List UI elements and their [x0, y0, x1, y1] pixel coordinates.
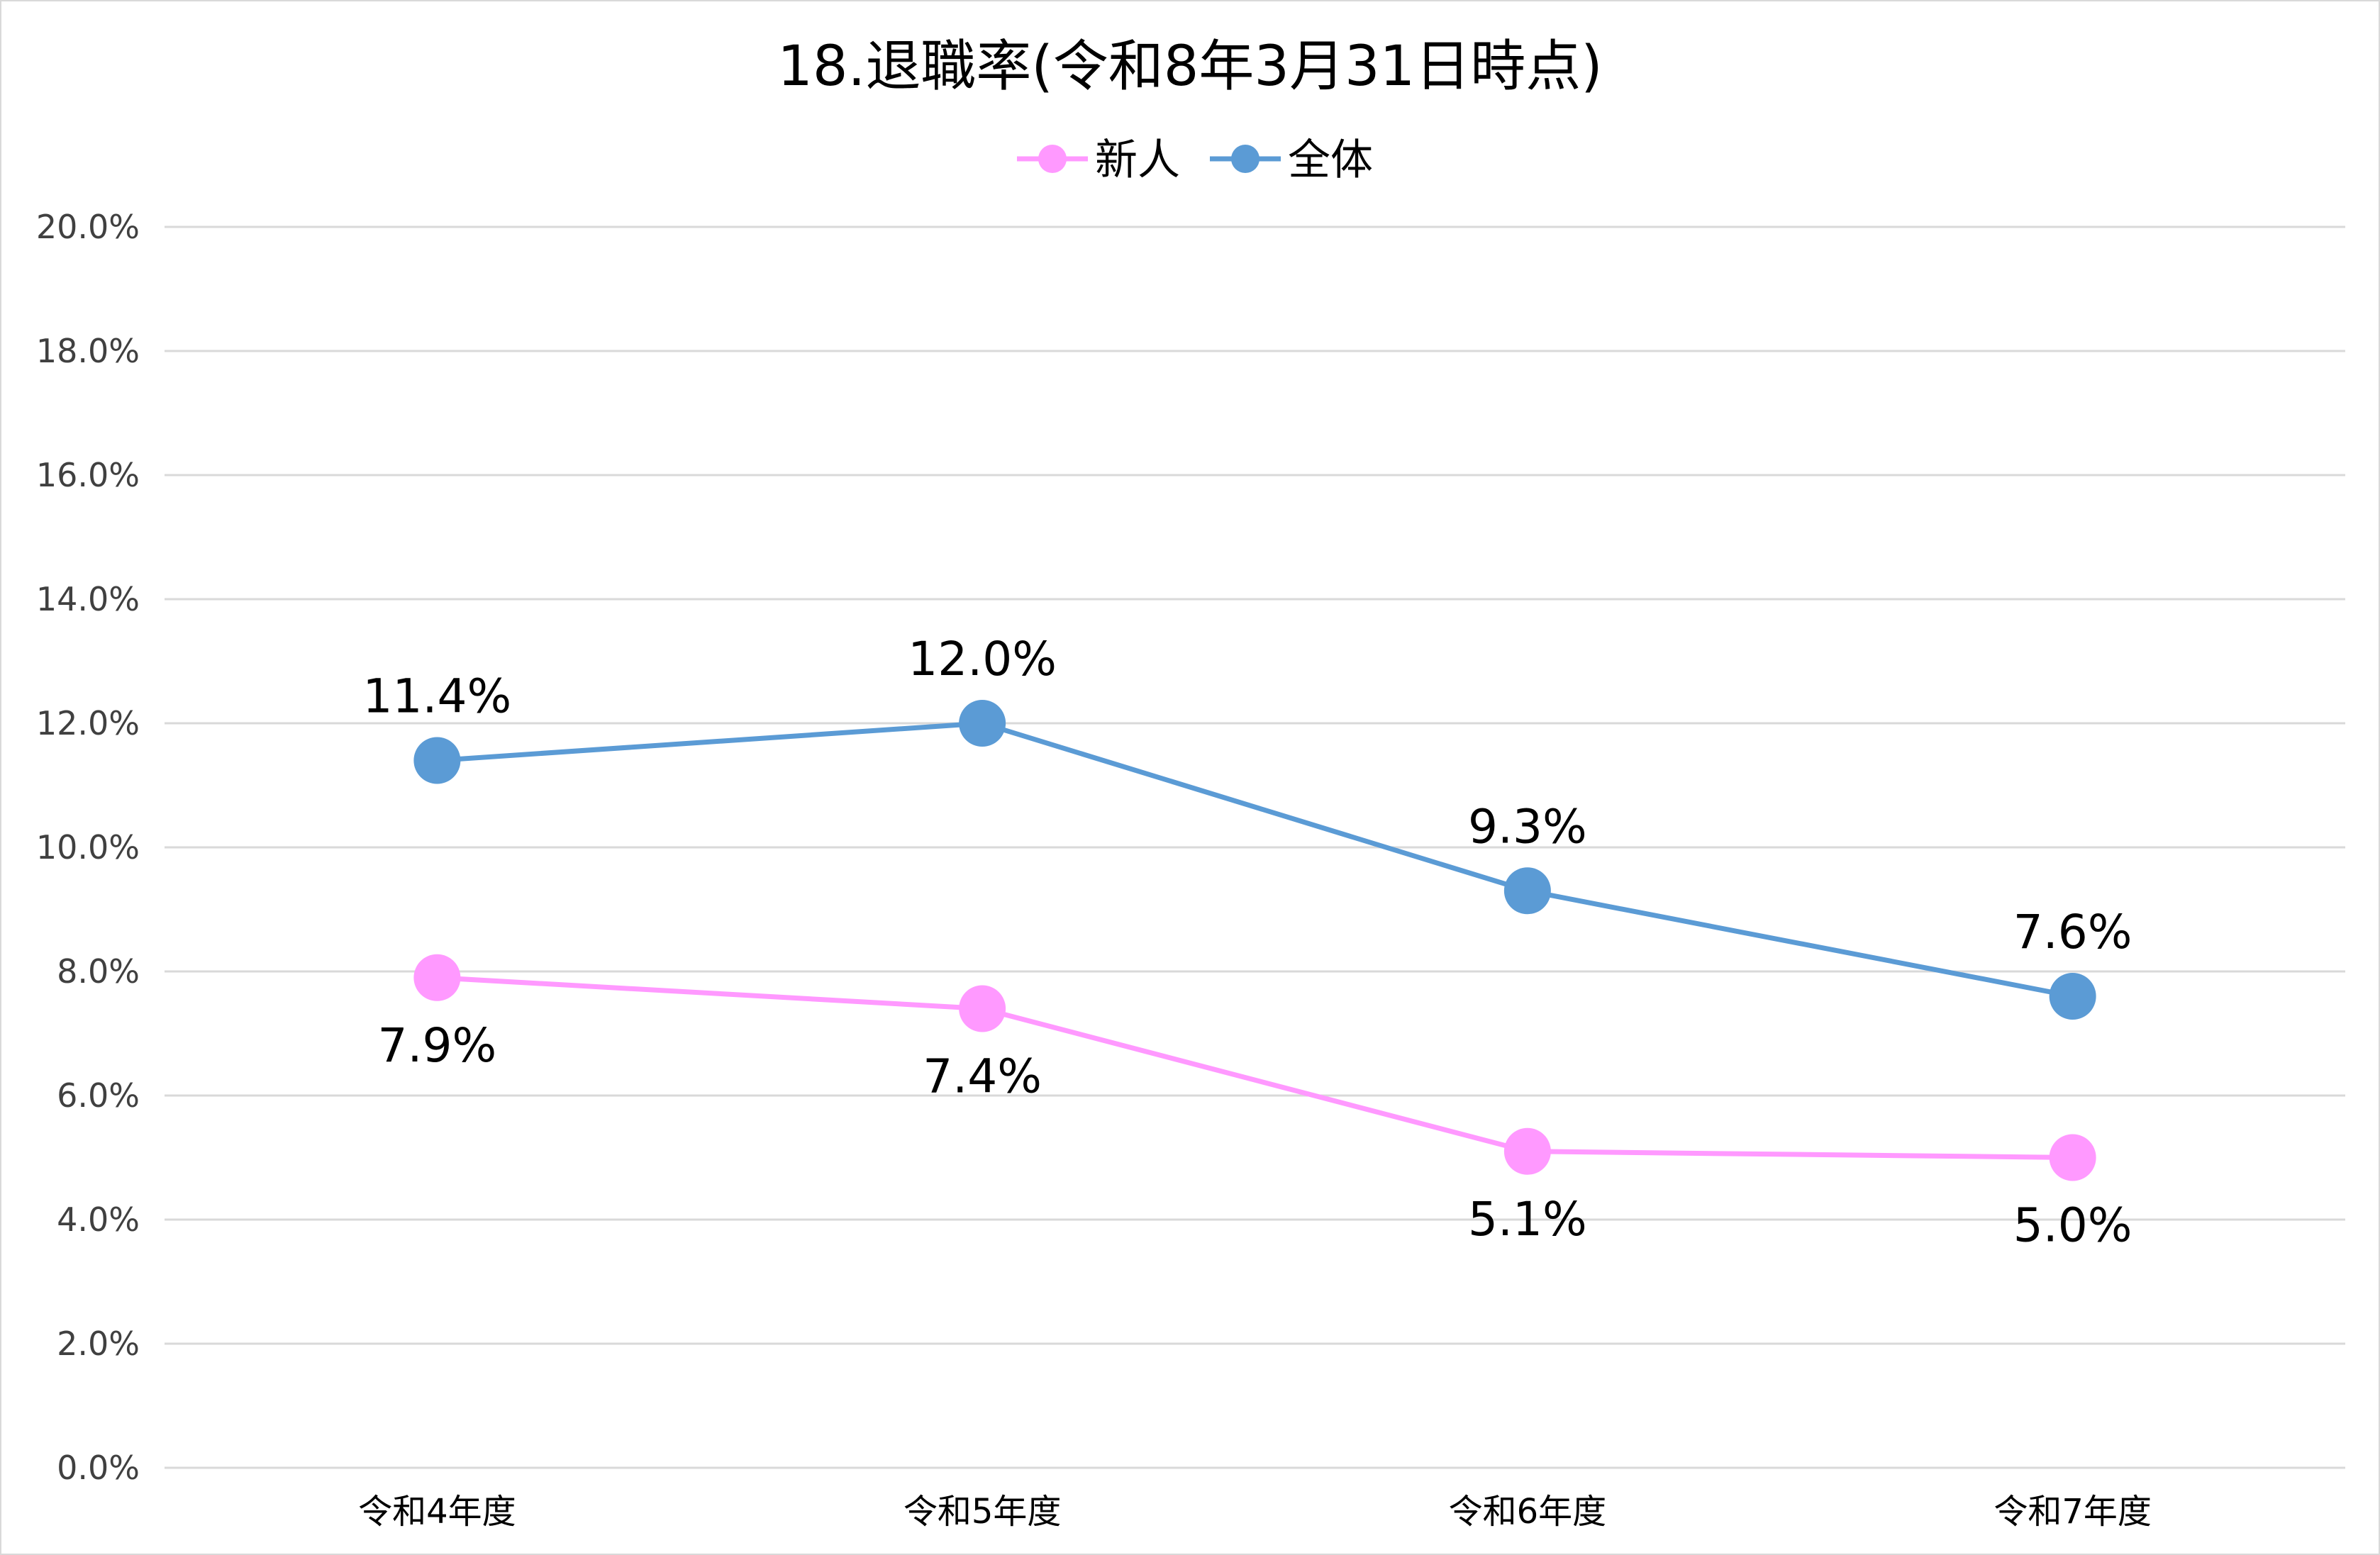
- legend-marker-1: [1231, 145, 1259, 173]
- legend-marker-0: [1038, 145, 1067, 173]
- data-label: 7.6%: [2013, 905, 2132, 959]
- y-tick-label: 12.0%: [36, 704, 140, 742]
- y-tick-label: 16.0%: [36, 456, 140, 494]
- data-label: 5.1%: [1468, 1192, 1587, 1247]
- x-tick-label: 令和4年度: [358, 1492, 516, 1532]
- y-tick-label: 20.0%: [36, 208, 140, 246]
- data-label: 12.0%: [908, 632, 1057, 686]
- x-tick-label: 令和5年度: [903, 1492, 1062, 1532]
- data-point-1: [959, 700, 1006, 747]
- series-line-1: [437, 720, 2074, 999]
- grid: [165, 225, 2345, 1469]
- data-point-1: [413, 737, 461, 784]
- y-tick-label: 2.0%: [57, 1325, 140, 1363]
- series-line-0: [437, 975, 2073, 1160]
- x-axis-ticks: 令和4年度 令和5年度 令和6年度 令和7年度: [358, 1492, 2152, 1532]
- data-point-0: [413, 954, 461, 1001]
- x-tick-label: 令和7年度: [1993, 1492, 2152, 1532]
- x-tick-label: 令和6年度: [1449, 1492, 1607, 1532]
- data-label: 11.4%: [363, 669, 512, 724]
- y-tick-label: 18.0%: [36, 332, 140, 370]
- chart-title: 18.退職率(令和8年3月31日時点): [777, 35, 1602, 99]
- data-label: 7.9%: [378, 1018, 497, 1073]
- legend: 新人 全体: [1017, 135, 1373, 185]
- data-label: 7.4%: [923, 1049, 1042, 1104]
- data-label: 9.3%: [1468, 799, 1587, 854]
- legend-label-1: 全体: [1288, 135, 1373, 185]
- legend-label-0: 新人: [1095, 135, 1180, 185]
- series-layer: [413, 700, 2096, 1181]
- y-tick-label: 4.0%: [57, 1200, 140, 1239]
- data-point-1: [2049, 973, 2096, 1020]
- y-tick-label: 8.0%: [57, 952, 140, 991]
- y-tick-label: 14.0%: [36, 580, 140, 618]
- y-tick-label: 0.0%: [57, 1449, 140, 1487]
- data-point-1: [1503, 867, 1551, 915]
- y-tick-label: 6.0%: [57, 1076, 140, 1115]
- y-tick-label: 10.0%: [36, 828, 140, 866]
- data-point-0: [959, 985, 1006, 1032]
- y-axis-ticks: 0.0% 2.0% 4.0% 6.0% 8.0% 10.0% 12.0% 14.0% 16.0%…: [36, 208, 140, 1487]
- data-label: 5.0%: [2013, 1198, 2132, 1253]
- data-labels: 7.9% 7.4% 5.1% 5.0% 11.4% 12.0% 9.3% 7.6%: [363, 632, 2132, 1253]
- data-point-0: [1503, 1127, 1551, 1175]
- data-point-0: [2049, 1134, 2096, 1181]
